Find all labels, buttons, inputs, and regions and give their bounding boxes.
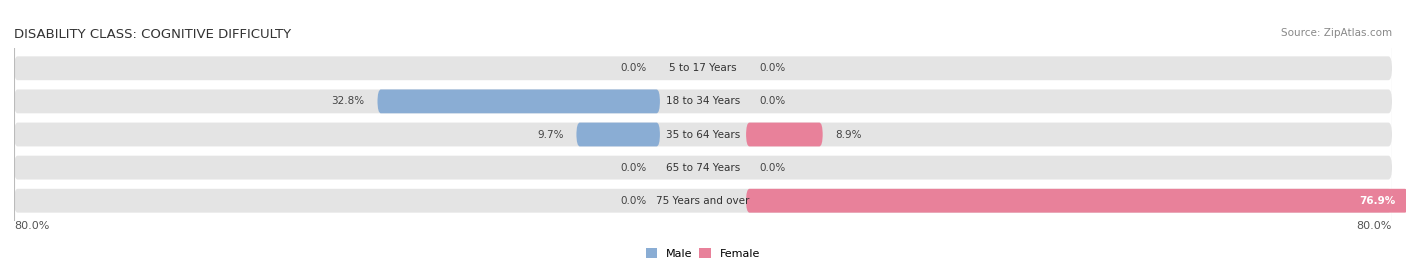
- FancyBboxPatch shape: [14, 90, 1392, 113]
- Text: 8.9%: 8.9%: [835, 129, 862, 140]
- Text: 35 to 64 Years: 35 to 64 Years: [666, 129, 740, 140]
- Text: 0.0%: 0.0%: [759, 63, 785, 73]
- Text: Source: ZipAtlas.com: Source: ZipAtlas.com: [1281, 28, 1392, 38]
- Text: 32.8%: 32.8%: [332, 96, 364, 107]
- FancyBboxPatch shape: [14, 123, 1392, 146]
- FancyBboxPatch shape: [377, 90, 659, 113]
- Text: 75 Years and over: 75 Years and over: [657, 196, 749, 206]
- FancyBboxPatch shape: [747, 123, 823, 146]
- Text: 9.7%: 9.7%: [537, 129, 564, 140]
- Text: DISABILITY CLASS: COGNITIVE DIFFICULTY: DISABILITY CLASS: COGNITIVE DIFFICULTY: [14, 28, 291, 41]
- FancyBboxPatch shape: [14, 56, 1392, 80]
- FancyBboxPatch shape: [14, 189, 1392, 213]
- Legend: Male, Female: Male, Female: [641, 244, 765, 263]
- Text: 5 to 17 Years: 5 to 17 Years: [669, 63, 737, 73]
- Text: 65 to 74 Years: 65 to 74 Years: [666, 162, 740, 173]
- Text: 80.0%: 80.0%: [14, 221, 49, 231]
- Text: 76.9%: 76.9%: [1360, 196, 1395, 206]
- FancyBboxPatch shape: [747, 189, 1406, 213]
- Text: 0.0%: 0.0%: [759, 162, 785, 173]
- Text: 0.0%: 0.0%: [621, 63, 647, 73]
- Text: 0.0%: 0.0%: [621, 162, 647, 173]
- Text: 18 to 34 Years: 18 to 34 Years: [666, 96, 740, 107]
- FancyBboxPatch shape: [14, 156, 1392, 179]
- Text: 0.0%: 0.0%: [621, 196, 647, 206]
- Text: 80.0%: 80.0%: [1357, 221, 1392, 231]
- Text: 0.0%: 0.0%: [759, 96, 785, 107]
- FancyBboxPatch shape: [576, 123, 659, 146]
